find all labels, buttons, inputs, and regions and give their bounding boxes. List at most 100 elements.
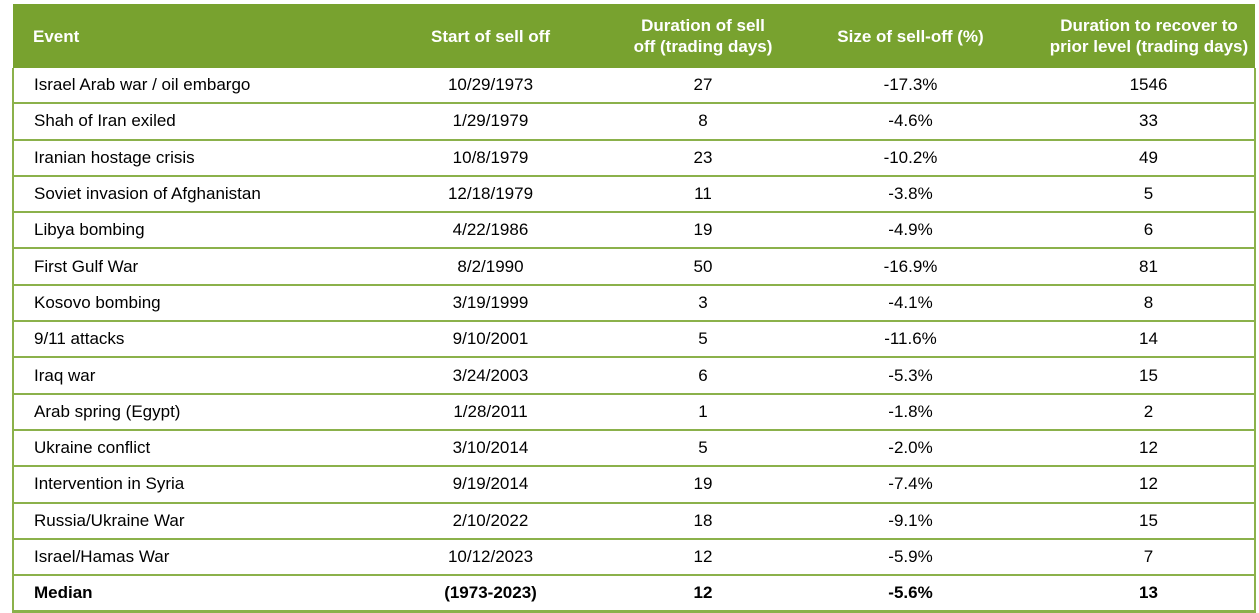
cell-start: 9/10/2001 [353, 321, 628, 359]
cell-size: -3.8% [778, 175, 1043, 214]
cell-event: Iranian hostage crisis [12, 139, 353, 177]
table-row: Iranian hostage crisis 10/8/1979 23 -10.2% 4… [12, 139, 1256, 177]
table-row: Iraq war 3/24/2003 6 -5.3% 15 [12, 357, 1256, 395]
median-cell-duration: 12 [628, 575, 778, 613]
median-cell-event: Median [12, 575, 353, 613]
table-row: First Gulf War 8/2/1990 50 -16.9% 81 [12, 248, 1256, 286]
cell-recovery: 2 [1043, 393, 1256, 431]
cell-duration: 23 [628, 139, 778, 177]
cell-start: 10/8/1979 [353, 139, 628, 177]
cell-event: Kosovo bombing [12, 284, 353, 323]
cell-recovery: 5 [1043, 175, 1256, 214]
cell-recovery: 15 [1043, 357, 1256, 395]
header-start: Start of sell off [353, 4, 628, 68]
table-row: Russia/Ukraine War 2/10/2022 18 -9.1% 15 [12, 502, 1256, 540]
cell-event: Iraq war [12, 357, 353, 395]
table-row: Israel/Hamas War 10/12/2023 12 -5.9% 7 [12, 538, 1256, 577]
sell-off-table: Event Start of sell off Duration of sell… [12, 4, 1256, 613]
table-row: Shah of Iran exiled 1/29/1979 8 -4.6% 33 [12, 103, 1256, 141]
cell-duration: 18 [628, 502, 778, 540]
median-cell-start: (1973-2023) [353, 575, 628, 613]
median-row: Median (1973-2023) 12 -5.6% 13 [12, 575, 1256, 613]
cell-recovery: 15 [1043, 502, 1256, 540]
cell-start: 3/10/2014 [353, 429, 628, 468]
cell-event: Soviet invasion of Afghanistan [12, 175, 353, 214]
cell-size: -5.9% [778, 538, 1043, 577]
cell-size: -9.1% [778, 502, 1043, 540]
cell-size: -1.8% [778, 393, 1043, 431]
table-row: Kosovo bombing 3/19/1999 3 -4.1% 8 [12, 284, 1256, 323]
cell-event: Shah of Iran exiled [12, 103, 353, 141]
cell-start: 9/19/2014 [353, 466, 628, 504]
cell-recovery: 12 [1043, 429, 1256, 468]
table-row: Intervention in Syria 9/19/2014 19 -7.4% 12 [12, 466, 1256, 504]
cell-start: 10/12/2023 [353, 538, 628, 577]
cell-duration: 27 [628, 68, 778, 105]
table-row: Ukraine conflict 3/10/2014 5 -2.0% 12 [12, 429, 1256, 468]
cell-size: -11.6% [778, 321, 1043, 359]
cell-duration: 8 [628, 103, 778, 141]
cell-size: -17.3% [778, 68, 1043, 105]
cell-event: Israel Arab war / oil embargo [12, 68, 353, 105]
cell-start: 12/18/1979 [353, 175, 628, 214]
cell-size: -10.2% [778, 139, 1043, 177]
cell-start: 3/19/1999 [353, 284, 628, 323]
cell-duration: 1 [628, 393, 778, 431]
cell-recovery: 1546 [1043, 68, 1256, 105]
median-cell-recovery: 13 [1043, 575, 1256, 613]
cell-start: 1/28/2011 [353, 393, 628, 431]
table-row: Soviet invasion of Afghanistan 12/18/1979… [12, 175, 1256, 214]
table-row: 9/11 attacks 9/10/2001 5 -11.6% 14 [12, 321, 1256, 359]
cell-size: -5.3% [778, 357, 1043, 395]
cell-start: 10/29/1973 [353, 68, 628, 105]
median-cell-size: -5.6% [778, 575, 1043, 613]
header-size: Size of sell-off (%) [778, 4, 1043, 68]
cell-event: Libya bombing [12, 212, 353, 250]
cell-recovery: 49 [1043, 139, 1256, 177]
cell-event: Ukraine conflict [12, 429, 353, 468]
cell-start: 3/24/2003 [353, 357, 628, 395]
cell-recovery: 81 [1043, 248, 1256, 286]
sell-off-table-container: Event Start of sell off Duration of sell… [12, 4, 1256, 613]
cell-duration: 3 [628, 284, 778, 323]
cell-event: Arab spring (Egypt) [12, 393, 353, 431]
cell-duration: 19 [628, 212, 778, 250]
cell-duration: 50 [628, 248, 778, 286]
cell-recovery: 12 [1043, 466, 1256, 504]
table-row: Libya bombing 4/22/1986 19 -4.9% 6 [12, 212, 1256, 250]
cell-duration: 12 [628, 538, 778, 577]
cell-event: Intervention in Syria [12, 466, 353, 504]
cell-event: First Gulf War [12, 248, 353, 286]
cell-duration: 5 [628, 321, 778, 359]
cell-duration: 6 [628, 357, 778, 395]
cell-size: -4.6% [778, 103, 1043, 141]
table-row: Arab spring (Egypt) 1/28/2011 1 -1.8% 2 [12, 393, 1256, 431]
cell-event: 9/11 attacks [12, 321, 353, 359]
cell-size: -16.9% [778, 248, 1043, 286]
cell-start: 1/29/1979 [353, 103, 628, 141]
cell-start: 4/22/1986 [353, 212, 628, 250]
cell-recovery: 14 [1043, 321, 1256, 359]
cell-size: -4.9% [778, 212, 1043, 250]
cell-start: 2/10/2022 [353, 502, 628, 540]
cell-event: Israel/Hamas War [12, 538, 353, 577]
cell-size: -7.4% [778, 466, 1043, 504]
cell-recovery: 33 [1043, 103, 1256, 141]
header-row: Event Start of sell off Duration of sell… [13, 4, 1255, 68]
table-body: Israel Arab war / oil embargo 10/29/1973 2… [12, 68, 1256, 613]
cell-size: -2.0% [778, 429, 1043, 468]
table-row: Israel Arab war / oil embargo 10/29/1973 2… [12, 68, 1256, 105]
cell-recovery: 6 [1043, 212, 1256, 250]
cell-size: -4.1% [778, 284, 1043, 323]
cell-recovery: 8 [1043, 284, 1256, 323]
cell-duration: 5 [628, 429, 778, 468]
cell-event: Russia/Ukraine War [12, 502, 353, 540]
header-duration: Duration of sell off (trading days) [628, 4, 778, 68]
header-recovery: Duration to recover to prior level (trad… [1043, 4, 1255, 68]
cell-duration: 11 [628, 175, 778, 214]
header-event: Event [13, 4, 353, 68]
cell-start: 8/2/1990 [353, 248, 628, 286]
cell-duration: 19 [628, 466, 778, 504]
cell-recovery: 7 [1043, 538, 1256, 577]
table-header: Event Start of sell off Duration of sell… [13, 4, 1255, 68]
